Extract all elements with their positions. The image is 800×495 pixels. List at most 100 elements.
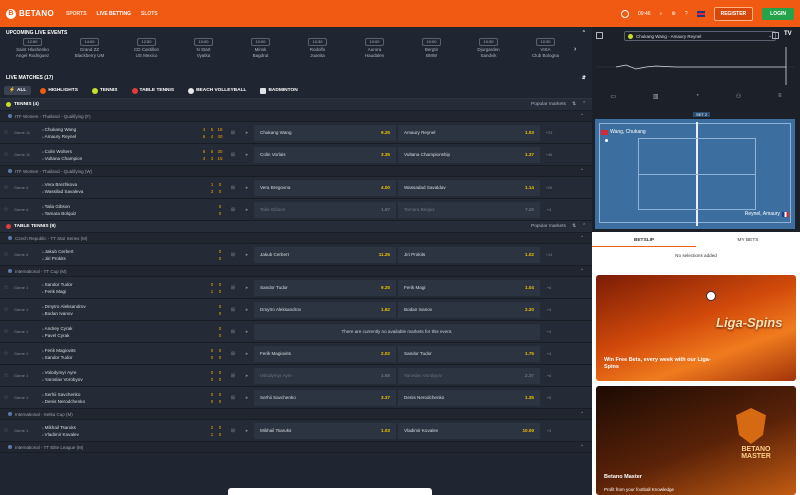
match-teams[interactable]: Dmytro Aleksandrov Bodan Ivanov (42, 304, 192, 316)
upcoming-event-card[interactable]: 10:30 Rodolfo Juanita (289, 38, 346, 59)
promo-betano-master[interactable]: BETANO MASTER Betano Master Profit from … (596, 386, 796, 495)
live-tracker-icon[interactable]: ▸ (245, 184, 249, 191)
match-row[interactable]: ☆Game 1Sandor TudorFerik Magi0100⊞▸Sando… (0, 277, 592, 299)
search-icon[interactable]: ⌕ (659, 10, 663, 17)
nav-live-betting[interactable]: LIVE BETTING (96, 10, 131, 17)
favourite-star-icon[interactable]: ☆ (3, 285, 9, 291)
live-tracker-icon[interactable]: ▸ (245, 251, 249, 258)
odd-button-home[interactable]: Vera Bregovna 4.00 (254, 179, 396, 196)
more-markets-count[interactable]: +4 (546, 207, 552, 212)
favourite-star-icon[interactable]: ☆ (3, 307, 9, 313)
odd-button-away[interactable]: Ferik Magi 1.04 (398, 279, 540, 296)
odd-button-home[interactable]: Sandor Tudor 9.25 (254, 279, 396, 296)
odd-button-home[interactable]: Mikhail Tsaruks 1.03 (254, 422, 396, 439)
match-teams[interactable]: Chukang Wang Amaury Reynel (42, 127, 192, 139)
login-button[interactable]: LOGIN (762, 7, 794, 20)
odd-button-home[interactable]: Colin Vorlais 3.35 (254, 146, 396, 163)
match-row[interactable]: ☆Game 11Chukang WangAmaury Reynel4654154… (0, 122, 592, 144)
more-markets-count[interactable]: +4 (546, 329, 552, 334)
next-arrow-icon[interactable]: › (574, 46, 577, 53)
match-teams[interactable]: Colin Wolters Vultana Champion (42, 149, 192, 161)
odd-button-away[interactable]: Sandor Tudor 1.75 (398, 345, 540, 362)
favourite-star-icon[interactable]: ☆ (3, 207, 9, 213)
register-button[interactable]: REGISTER (713, 6, 754, 21)
collapse-icon[interactable]: ⌃ (580, 444, 584, 449)
match-row[interactable]: ☆Game 1Ferik MagiovitsSandor Tudor0000⊞▸… (0, 343, 592, 365)
favourite-star-icon[interactable]: ☆ (3, 252, 9, 258)
filter-icon[interactable]: ⇵ (581, 74, 586, 81)
sort-icon[interactable]: ⇅ (571, 102, 576, 107)
head-to-head-icon[interactable]: ≡ (778, 93, 782, 99)
match-row[interactable]: ☆ Game 1 Andrey Cyrak Pavel Cyrak 00 ⊞ ▸ There … (0, 321, 592, 343)
live-tracker-icon[interactable]: ▸ (245, 284, 249, 291)
competition-header[interactable]: International - Setka Cup (M) ⌃ (0, 409, 592, 420)
collapse-icon[interactable]: ⌃ (580, 168, 584, 173)
odd-button-away[interactable]: Jiri Prokits 1.02 (398, 246, 540, 263)
match-teams[interactable]: Ferik Magiovits Sandor Tudor (42, 348, 192, 360)
bottom-popup-tab[interactable] (228, 488, 432, 495)
match-row[interactable]: ☆ Game 4 Jakub Cerbert Jiri Prokits 00 ⊞ ▸ Jaku… (0, 244, 592, 266)
match-row[interactable]: ☆Game 1Mikhail TsaruksVladimir Kovalev21… (0, 420, 592, 442)
markets-dropdown[interactable]: Popular markets (531, 102, 566, 107)
collapse-icon[interactable]: ⌃ (581, 224, 586, 229)
odd-button-away[interactable]: Bodan Ivanov 2.20 (398, 301, 540, 318)
statistics-icon[interactable]: ▥ (652, 94, 659, 100)
odd-button-home[interactable]: Chukang Wang 9.25 (254, 124, 396, 141)
match-teams[interactable]: Mikhail Tsaruks Vladimir Kovalev (42, 425, 192, 437)
more-markets-count[interactable]: +14 (545, 252, 553, 257)
language-flag-icon[interactable] (696, 10, 705, 17)
odd-button-home[interactable]: Volodymyr Ayre 1.55 (254, 367, 396, 384)
tv-icon[interactable]: TV (784, 31, 792, 37)
odd-button-home[interactable]: Serhii Savchenko 3.37 (254, 389, 396, 406)
stats-icon[interactable]: ⊞ (230, 129, 236, 136)
betano-logo[interactable]: B BETANO (6, 8, 54, 19)
stats-icon[interactable]: ⊞ (230, 372, 236, 379)
live-tracker-icon[interactable]: ▸ (245, 306, 249, 313)
favourite-star-icon[interactable]: ☆ (3, 185, 9, 191)
competition-header[interactable]: Czech Republic - TT Star Series (M) ⌃ (0, 233, 592, 244)
collapse-icon[interactable]: ⌃ (581, 29, 586, 36)
sport-group-header[interactable]: TABLE TENNIS (9) Popular markets ⇅ ⌃ (0, 221, 592, 233)
stats-icon[interactable]: ⊞ (230, 206, 236, 213)
stats-icon[interactable]: ⊞ (230, 151, 236, 158)
stats-icon[interactable]: ⊞ (230, 328, 236, 335)
live-tracker-icon[interactable]: ▸ (245, 372, 249, 379)
collapse-icon[interactable]: ⌃ (580, 268, 584, 273)
favourite-star-icon[interactable]: ☆ (3, 130, 9, 136)
more-markets-count[interactable]: +4 (546, 351, 552, 356)
tab-betslip[interactable]: BETSLIP (592, 235, 696, 247)
odd-button-away[interactable]: Denis Nerodchenko 1.35 (398, 389, 540, 406)
collapse-icon[interactable]: ⌃ (580, 411, 584, 416)
promo-liga-spins[interactable]: Liga-Spins Win Free Bets, every week wit… (596, 275, 796, 381)
match-teams[interactable]: Vera Brezhkova Wassilad Savaleva (42, 182, 192, 194)
more-markets-count[interactable]: +4 (546, 307, 552, 312)
favourite-star-icon[interactable]: ☆ (3, 373, 9, 379)
stats-icon[interactable] (772, 32, 779, 39)
more-markets-count[interactable]: +6 (546, 285, 552, 290)
odd-button-away[interactable]: Vultana Championship 1.37 (398, 146, 540, 163)
nav-sports[interactable]: SPORTS (65, 10, 87, 17)
match-teams[interactable]: Jakub Cerbert Jiri Prokits (42, 249, 192, 261)
lineup-icon[interactable]: ⚇ (735, 94, 742, 100)
live-tracker-icon[interactable]: ▸ (245, 151, 249, 158)
collapse-icon[interactable]: ⌃ (580, 113, 584, 118)
collapse-icon[interactable]: ⌃ (580, 235, 584, 240)
tab-all[interactable]: ⚡ ALL (4, 86, 32, 95)
more-markets-count[interactable]: +26 (545, 185, 553, 190)
stats-icon[interactable]: ⊞ (230, 251, 236, 258)
collapse-icon[interactable]: ⌃ (581, 102, 586, 107)
court-view-icon[interactable]: ▭ (610, 94, 617, 100)
competition-header[interactable]: International - TT Elite League (M) ⌃ (0, 442, 592, 453)
nav-slots[interactable]: SLOTS (141, 10, 158, 17)
match-row[interactable]: ☆ Game 4 Talia Gibson Tamara Bolquiz 00 ⊞ ▸ Tal… (0, 199, 592, 221)
expand-icon[interactable] (596, 32, 603, 39)
stats-icon[interactable]: ⊞ (230, 427, 236, 434)
upcoming-event-card[interactable]: 10:00 Aurora Haudalen (346, 38, 403, 59)
competition-header[interactable]: ITF Women - Thailand - Qualifying (W) ⌃ (0, 166, 592, 177)
favourite-star-icon[interactable]: ☆ (3, 395, 9, 401)
more-markets-count[interactable]: +23 (545, 130, 553, 135)
more-markets-count[interactable]: +5 (546, 395, 552, 400)
live-tracker-icon[interactable]: ▸ (245, 394, 249, 401)
upcoming-event-card[interactable]: 10:30 Djurgarden Sandvik (460, 38, 517, 59)
match-row[interactable]: ☆Game 4Vera BrezhkovaWassilad Savaleva13… (0, 177, 592, 199)
